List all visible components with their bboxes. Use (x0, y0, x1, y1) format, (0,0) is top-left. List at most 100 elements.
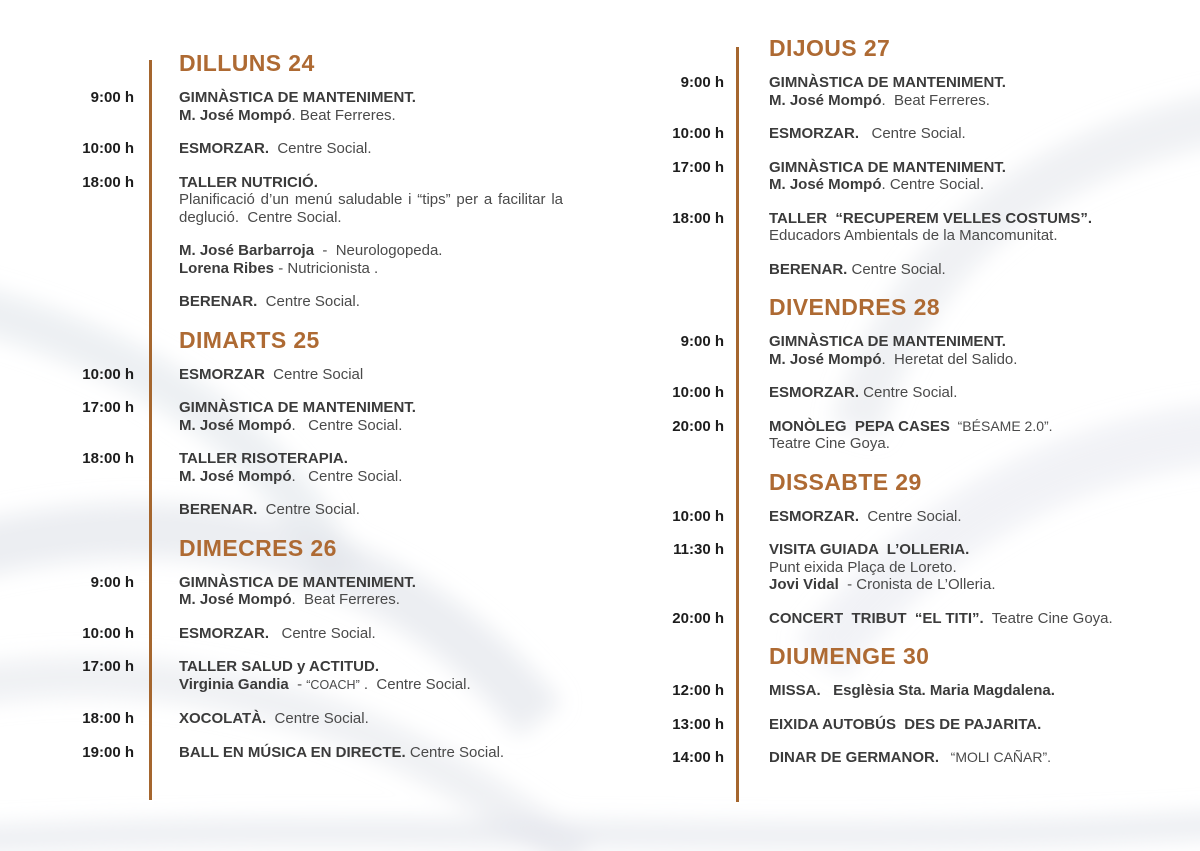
event-time: 10:00 h (672, 507, 724, 525)
event-paragraph: TALLER “RECUPEREM VELLES COSTUMS”. Educad… (769, 210, 1153, 245)
text-segment: BERENAR. (179, 293, 258, 310)
event-time: 18:00 h (82, 450, 134, 467)
event-content: ESMORZAR. Centre Social. (769, 125, 1153, 143)
text-segment: Lorena Ribes (179, 259, 275, 277)
day-header: DIMECRES 26 (179, 534, 337, 561)
event-paragraph: GIMNÀSTICA DE MANTENIMENT. M. José Mompó.… (179, 89, 563, 124)
text-segment: GIMNÀSTICA DE MANTENIMENT. (769, 333, 1006, 350)
event-time: 10:00 h (82, 624, 134, 642)
text-segment: TALLER NUTRICIÓ. (179, 173, 318, 191)
day-section: DIJOUS 27 9:00 h GIMNÀSTICA DE MANTENIMENT… (650, 35, 1200, 278)
day-header: DIUMENGE 30 (769, 643, 930, 669)
event-line: GIMNÀSTICA DE MANTENIMENT. (179, 574, 563, 592)
event-line: DINAR DE GERMANOR. “MOLI CAÑAR”. (769, 749, 1153, 767)
text-segment: Centre Social. (405, 743, 505, 761)
event-line: TALLER SALUD y ACTITUD. (179, 658, 563, 676)
event-content: EIXIDA AUTOBÚS DES DE PAJARITA. (769, 716, 1153, 734)
event-time: 11:30 h (673, 541, 724, 558)
text-segment: GIMNÀSTICA DE MANTENIMENT. (179, 89, 416, 106)
day-section: DIMARTS 25 10:00 h ESMORZAR Centre Social 1… (60, 327, 605, 519)
text-segment: “COACH” (306, 677, 360, 692)
event-paragraph: ESMORZAR. Centre Social. (179, 625, 563, 643)
event-row: 9:00 h GIMNÀSTICA DE MANTENIMENT. M. José … (60, 574, 605, 609)
event-paragraph: ESMORZAR. Centre Social. (179, 140, 563, 158)
event-row: 10:00 h ESMORZAR Centre Social (60, 366, 605, 384)
event-time: 17:00 h (672, 158, 724, 176)
event-row: 14:00 h DINAR DE GERMANOR. “MOLI CAÑAR”. (650, 749, 1200, 767)
text-segment: Planificació d’un menú saludable i “tips… (179, 191, 568, 226)
event-row: 9:00 h GIMNÀSTICA DE MANTENIMENT. M. José … (650, 74, 1200, 109)
event-content: CONCERT TRIBUT “EL TITI”. Teatre Cine Go… (769, 610, 1153, 628)
event-content: GIMNÀSTICA DE MANTENIMENT. M. José Mompó.… (769, 74, 1153, 109)
event-line: TALLER “RECUPEREM VELLES COSTUMS”. (769, 210, 1153, 228)
text-segment: Educadors Ambientals de la Mancomunitat. (769, 227, 1058, 244)
event-line: M. José Mompó. Beat Ferreres. (769, 92, 1153, 110)
text-segment: Teatre Cine Goya. (983, 609, 1113, 627)
text-segment: BALL EN MÚSICA EN DIRECTE. (179, 743, 406, 761)
event-paragraph: GIMNÀSTICA DE MANTENIMENT. M. José Mompó.… (769, 159, 1153, 194)
event-paragraph: VISITA GUIADA L’OLLERIA. Punt eixida Plaç… (769, 541, 1153, 594)
event-time: 18:00 h (82, 173, 134, 191)
event-paragraph: BERENAR. Centre Social. (769, 261, 1153, 279)
text-segment: TALLER RISOTERAPIA. (179, 450, 348, 467)
text-segment: Teatre Cine Goya. (769, 435, 890, 452)
event-paragraph: GIMNÀSTICA DE MANTENIMENT. M. José Mompó.… (769, 333, 1153, 368)
text-segment: Centre Social. (269, 140, 372, 157)
event-line: Punt eixida Plaça de Loreto. (769, 559, 1153, 577)
event-line: Educadors Ambientals de la Mancomunitat. (769, 227, 1153, 245)
event-line: ESMORZAR Centre Social (179, 366, 563, 384)
day-sections: DIJOUS 27 9:00 h GIMNÀSTICA DE MANTENIMENT… (650, 35, 1200, 767)
event-line: GIMNÀSTICA DE MANTENIMENT. (769, 333, 1153, 351)
event-content: GIMNÀSTICA DE MANTENIMENT. M. José Mompó.… (769, 333, 1153, 368)
event-content: ESMORZAR. Centre Social. (179, 140, 563, 158)
event-line: M. José Mompó. Centre Social. (179, 468, 563, 486)
text-segment: EIXIDA AUTOBÚS DES DE PAJARITA. (769, 715, 1042, 733)
day-header: DIMARTS 25 (179, 326, 320, 353)
event-row: 13:00 h EIXIDA AUTOBÚS DES DE PAJARITA. (650, 716, 1200, 734)
event-line: ESMORZAR. Centre Social. (769, 384, 1153, 402)
event-line: ESMORZAR. Centre Social. (769, 125, 1153, 143)
event-line: TALLER RISOTERAPIA. (179, 450, 563, 468)
text-segment: . Beat Ferreres. (291, 591, 400, 608)
text-segment: Centre Social. (257, 501, 360, 518)
event-paragraph: CONCERT TRIBUT “EL TITI”. Teatre Cine Go… (769, 610, 1153, 628)
text-segment: ESMORZAR. (179, 140, 269, 157)
event-content: TALLER “RECUPEREM VELLES COSTUMS”. Educad… (769, 210, 1153, 279)
event-line: ESMORZAR. Centre Social. (179, 625, 563, 643)
event-line: BERENAR. Centre Social. (179, 293, 563, 311)
event-line: ESMORZAR. Centre Social. (179, 140, 563, 158)
event-content: GIMNÀSTICA DE MANTENIMENT. M. José Mompó.… (179, 574, 563, 609)
event-row: 10:00 h ESMORZAR. Centre Social. (60, 140, 605, 158)
text-segment: M. José Mompó (179, 467, 292, 485)
text-segment: M. José Mompó (769, 176, 882, 193)
event-row: 17:00 h GIMNÀSTICA DE MANTENIMENT. M. José… (60, 399, 605, 434)
event-row: 10:00 h ESMORZAR. Centre Social. (650, 125, 1200, 143)
event-content: ESMORZAR Centre Social (179, 366, 563, 384)
event-line: M. José Mompó. Centre Social. (179, 417, 563, 435)
event-time: 9:00 h (90, 89, 134, 106)
text-segment: M. José Barbarroja (179, 242, 315, 259)
event-paragraph: GIMNÀSTICA DE MANTENIMENT. M. José Mompó.… (179, 399, 563, 434)
event-content: GIMNÀSTICA DE MANTENIMENT. M. José Mompó.… (179, 89, 563, 124)
event-row: 10:00 h ESMORZAR. Centre Social. (650, 508, 1200, 526)
event-paragraph: ESMORZAR. Centre Social. (769, 384, 1153, 402)
text-segment: BERENAR. (179, 501, 258, 518)
event-time: 20:00 h (672, 609, 724, 627)
event-content: TALLER NUTRICIÓ. Planificació d’un menú s… (179, 174, 563, 311)
day-section: DIMECRES 26 9:00 h GIMNÀSTICA DE MANTENIME… (60, 535, 605, 762)
text-segment: DINAR DE GERMANOR. (769, 749, 940, 766)
event-content: TALLER RISOTERAPIA. M. José Mompó. Centre… (179, 450, 563, 519)
event-content: DINAR DE GERMANOR. “MOLI CAÑAR”. (769, 749, 1153, 767)
event-line: TALLER NUTRICIÓ. (179, 174, 563, 192)
event-paragraph: EIXIDA AUTOBÚS DES DE PAJARITA. (769, 716, 1153, 734)
event-line: GIMNÀSTICA DE MANTENIMENT. (179, 399, 563, 417)
event-paragraph: MONÒLEG PEPA CASES “BÉSAME 2.0”. Teatre C… (769, 418, 1153, 453)
event-line: Planificació d’un menú saludable i “tips… (179, 191, 563, 226)
text-segment: - Neurologopeda. (314, 242, 443, 259)
text-segment: Punt eixida Plaça de Loreto. (769, 558, 957, 576)
event-row: 10:00 h ESMORZAR. Centre Social. (60, 625, 605, 643)
text-segment: Centre Social. (859, 384, 958, 401)
event-time: 17:00 h (82, 399, 134, 416)
event-line: Virginia Gandia - “COACH” . Centre Socia… (179, 676, 563, 695)
